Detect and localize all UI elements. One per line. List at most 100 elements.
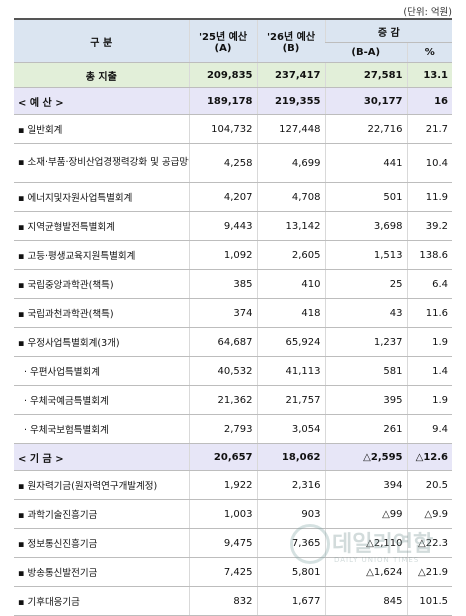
row-a: 832	[188, 586, 257, 616]
row-pct: 10.4	[406, 143, 453, 183]
fund-section-b: 18,062	[256, 443, 325, 471]
row-a: 7,425	[188, 557, 257, 587]
row-a: 1,003	[188, 499, 257, 529]
row-b: 127,448	[256, 114, 325, 144]
row-label: ▪ 우정사업특별회계(3개)	[14, 327, 189, 357]
row-a: 2,793	[188, 414, 257, 444]
row-pct: 101.5	[406, 586, 453, 616]
budget-section-label: < 예 산 >	[14, 87, 189, 115]
row-diff: 43	[324, 298, 407, 328]
row-b: 2,316	[256, 470, 325, 500]
header-col-b-line1: '26년 예산	[266, 32, 316, 43]
header-col-b-line2: (B)	[282, 43, 300, 54]
header-col-a: '25년 예산 (A)	[188, 18, 257, 63]
row-label: · 우체국예금특별회계	[14, 385, 189, 415]
table-row: ▪ 국립중앙과학관(책특) 385 410 25 6.4	[14, 269, 453, 299]
row-diff: 845	[324, 586, 407, 616]
table-row: ▪ 소재·부품·장비산업경쟁력강화 및 공급망안정화특별회계 4,258 4,6…	[14, 143, 453, 183]
budget-table: 구 분 '25년 예산 (A) '26년 예산 (B) 증 감 (B-A) % …	[14, 18, 453, 616]
table-row: · 우체국보험특별회계 2,793 3,054 261 9.4	[14, 414, 453, 444]
row-label: · 우체국보험특별회계	[14, 414, 189, 444]
row-b: 4,708	[256, 182, 325, 212]
fund-section-diff: △2,595	[324, 443, 407, 471]
row-label: ▪ 국립과천과학관(책특)	[14, 298, 189, 328]
row-pct: 9.4	[406, 414, 453, 444]
table-row: · 우편사업특별회계 40,532 41,113 581 1.4	[14, 356, 453, 386]
row-diff: 3,698	[324, 211, 407, 241]
row-b: 5,801	[256, 557, 325, 587]
header-change-diff: (B-A)	[325, 42, 407, 63]
row-b: 13,142	[256, 211, 325, 241]
row-diff: 441	[324, 143, 407, 183]
row-b: 1,677	[256, 586, 325, 616]
row-label: ▪ 방송통신발전기금	[14, 557, 189, 587]
row-label: ▪ 기후대응기금	[14, 586, 189, 616]
row-diff: △2,110	[324, 528, 407, 558]
row-label: ▪ 원자력기금(원자력연구개발계정)	[14, 470, 189, 500]
row-a: 1,092	[188, 240, 257, 270]
total-row: 총 지출 209,835 237,417 27,581 13.1	[14, 62, 453, 88]
row-diff: 1,237	[324, 327, 407, 357]
row-label: ▪ 국립중앙과학관(책특)	[14, 269, 189, 299]
row-b: 410	[256, 269, 325, 299]
row-label: ▪ 과학기술진흥기금	[14, 499, 189, 529]
row-pct: △21.9	[406, 557, 453, 587]
row-pct: 11.9	[406, 182, 453, 212]
table-row: ▪ 고등·평생교육지원특별회계 1,092 2,605 1,513 138.6	[14, 240, 453, 270]
table-row: ▪ 국립과천과학관(책특) 374 418 43 11.6	[14, 298, 453, 328]
row-b: 2,605	[256, 240, 325, 270]
fund-section-a: 20,657	[188, 443, 257, 471]
total-b: 237,417	[256, 62, 325, 88]
row-diff: 581	[324, 356, 407, 386]
header-change: 증 감	[324, 18, 453, 43]
table-row: ▪ 에너지및자원사업특별회계 4,207 4,708 501 11.9	[14, 182, 453, 212]
budget-section-b: 219,355	[256, 87, 325, 115]
row-diff: 22,716	[324, 114, 407, 144]
row-diff: 261	[324, 414, 407, 444]
row-diff: △1,624	[324, 557, 407, 587]
row-pct: △22.3	[406, 528, 453, 558]
table-row: ▪ 기후대응기금 832 1,677 845 101.5	[14, 586, 453, 616]
total-pct: 13.1	[406, 62, 453, 88]
row-diff: △99	[324, 499, 407, 529]
header-subrow: (B-A) %	[14, 42, 453, 63]
header-category: 구 분	[14, 18, 189, 63]
row-label: ▪ 일반회계	[14, 114, 189, 144]
row-pct: 21.7	[406, 114, 453, 144]
row-a: 9,443	[188, 211, 257, 241]
budget-section-pct: 16	[406, 87, 453, 115]
table-row: ▪ 지역균형발전특별회계 9,443 13,142 3,698 39.2	[14, 211, 453, 241]
table-row: ▪ 우정사업특별회계(3개) 64,687 65,924 1,237 1.9	[14, 327, 453, 357]
header-col-a-line1: '25년 예산	[198, 32, 248, 43]
row-pct: △9.9	[406, 499, 453, 529]
row-diff: 395	[324, 385, 407, 415]
row-pct: 11.6	[406, 298, 453, 328]
row-a: 21,362	[188, 385, 257, 415]
table-row: ▪ 과학기술진흥기금 1,003 903 △99 △9.9	[14, 499, 453, 529]
row-label: ▪ 소재·부품·장비산업경쟁력강화 및 공급망안정화특별회계	[14, 143, 189, 183]
row-diff: 25	[324, 269, 407, 299]
table-row: ▪ 정보통신진흥기금 9,475 7,365 △2,110 △22.3	[14, 528, 453, 558]
row-diff: 394	[324, 470, 407, 500]
row-b: 903	[256, 499, 325, 529]
row-label: ▪ 정보통신진흥기금	[14, 528, 189, 558]
table-row: ▪ 일반회계 104,732 127,448 22,716 21.7	[14, 114, 453, 144]
header-row: 구 분 '25년 예산 (A) '26년 예산 (B) 증 감	[14, 18, 453, 63]
row-label: ▪ 에너지및자원사업특별회계	[14, 182, 189, 212]
row-a: 104,732	[188, 114, 257, 144]
row-pct: 39.2	[406, 211, 453, 241]
row-a: 4,258	[188, 143, 257, 183]
table-row: ▪ 방송통신발전기금 7,425 5,801 △1,624 △21.9	[14, 557, 453, 587]
row-diff: 1,513	[324, 240, 407, 270]
row-pct: 1.9	[406, 327, 453, 357]
row-diff: 501	[324, 182, 407, 212]
row-label: ▪ 고등·평생교육지원특별회계	[14, 240, 189, 270]
fund-section-row: < 기 금 > 20,657 18,062 △2,595 △12.6	[14, 443, 453, 471]
budget-section-a: 189,178	[188, 87, 257, 115]
row-a: 374	[188, 298, 257, 328]
row-b: 21,757	[256, 385, 325, 415]
unit-note: (단위: 억원)	[403, 7, 452, 18]
row-pct: 20.5	[406, 470, 453, 500]
table-row: ▪ 원자력기금(원자력연구개발계정) 1,922 2,316 394 20.5	[14, 470, 453, 500]
row-b: 3,054	[256, 414, 325, 444]
